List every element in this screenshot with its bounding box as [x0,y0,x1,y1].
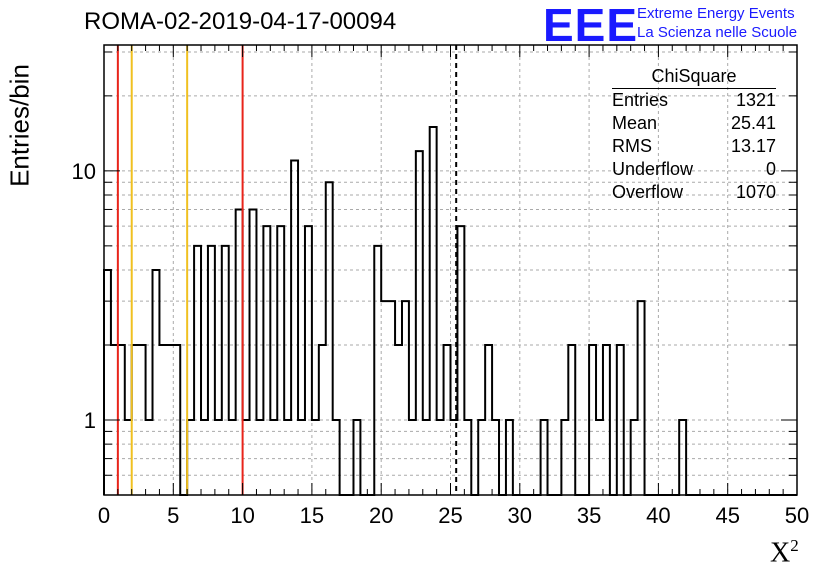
chart-title: ROMA-02-2019-04-17-00094 [84,8,397,35]
histogram-line [103,125,797,496]
eee-logo: EEE [543,0,639,51]
x-tick-label: 45 [715,503,739,528]
logo-line-1: Extreme Energy Events [637,5,795,22]
y-tick-label: 10 [72,159,96,184]
stats-row: Entries 1321 [612,90,776,110]
x-tick-label: 30 [508,503,532,528]
x-tick-label: 0 [98,503,110,528]
y-axis-label: Entries/bin [4,64,35,187]
x-tick-label: 15 [300,503,324,528]
logo-line-2: La Scienza nelle Scuole [637,24,798,41]
x-axis-label: X2 [770,536,799,569]
x-tick-label: 10 [230,503,254,528]
stats-row: Underflow 0 [612,159,776,179]
x-tick-label: 25 [438,503,462,528]
x-tick-label: 5 [167,503,179,528]
y-tick-label: 1 [84,408,96,433]
axes: 0 5 10 15 20 25 30 35 40 45 50 1 10 [72,44,809,528]
x-tick-label: 35 [577,503,601,528]
histogram-series [103,125,797,496]
x-tick-label: 40 [646,503,670,528]
x-tick-label: 50 [785,503,809,528]
stats-row: Mean 25.41 [612,113,776,133]
grid [104,45,797,495]
x-tick-label: 20 [369,503,393,528]
stats-title: ChiSquare [612,66,776,89]
stats-box: ChiSquare Entries 1321 Mean 25.41 RMS 13.17… [612,66,776,204]
stats-row: RMS 13.17 [612,136,776,156]
stats-row: Overflow 1070 [612,182,776,202]
